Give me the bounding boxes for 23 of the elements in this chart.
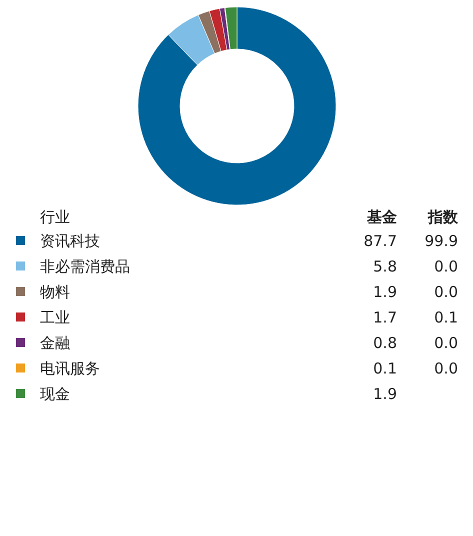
data-label: 0.8 <box>373 334 397 352</box>
text: 0.1 <box>434 308 458 326</box>
legend-label: 金融 <box>40 334 70 352</box>
legend-label: 电讯服务 <box>40 360 100 378</box>
text: 指数 <box>427 208 459 226</box>
data-label: 87.7 <box>364 232 397 250</box>
legend-label: 物料 <box>40 283 70 301</box>
text: 0.0 <box>434 283 458 301</box>
text: 0.0 <box>434 360 458 378</box>
text: 0.0 <box>434 258 458 276</box>
legend-label: 工业 <box>40 308 70 326</box>
data-label: 1.9 <box>373 385 397 403</box>
data-label: 1.7 <box>373 308 397 326</box>
data-label: 1.9 <box>373 283 397 301</box>
text: 99.9 <box>424 232 458 250</box>
legend-title: 行业 <box>40 208 70 226</box>
legend-label: 现金 <box>40 385 70 403</box>
slice-label: 基金 <box>366 208 397 226</box>
text: 0.0 <box>434 334 458 352</box>
legend-label: 资讯科技 <box>40 232 100 250</box>
data-label: 5.8 <box>373 258 397 276</box>
legend-label: 非必需消费品 <box>40 258 130 276</box>
data-label: 0.1 <box>373 360 397 378</box>
